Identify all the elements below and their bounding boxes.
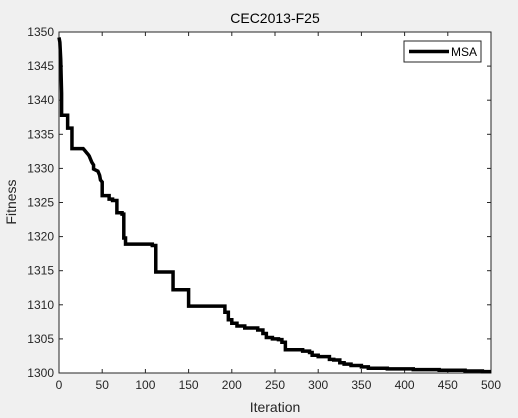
series-line-msa	[57, 37, 491, 374]
legend: MSA	[403, 40, 482, 63]
x-tick-label: 100	[135, 378, 155, 392]
x-tick-label: 400	[395, 378, 415, 392]
y-tick-label: 1320	[27, 230, 54, 244]
y-axis-title: Fitness	[3, 179, 19, 224]
x-tick-label: 50	[96, 378, 110, 392]
legend-label-msa: MSA	[451, 45, 477, 59]
x-tick-label: 350	[351, 378, 371, 392]
x-tick-label: 300	[308, 378, 328, 392]
y-tick-label: 1335	[27, 127, 54, 141]
ticks-layer: 0 50 100 150 200 250 300 350 400 450 500 1300 1305 13…	[27, 25, 501, 392]
y-tick-label: 1300	[27, 366, 54, 380]
x-tick-label: 450	[438, 378, 458, 392]
plot-area	[58, 31, 492, 374]
y-tick-label: 1310	[27, 298, 54, 312]
x-tick-label: 150	[179, 378, 199, 392]
y-tick-label: 1340	[27, 93, 54, 107]
y-tick-label: 1315	[27, 264, 54, 278]
x-axis-title: Iteration	[250, 399, 301, 415]
y-tick-label: 1350	[27, 25, 54, 39]
x-tick-label: 250	[265, 378, 285, 392]
x-tick-label: 500	[481, 378, 501, 392]
y-tick-label: 1330	[27, 161, 54, 175]
x-tick-label: 200	[222, 378, 242, 392]
y-tick-label: 1325	[27, 196, 54, 210]
chart-title: CEC2013-F25	[230, 10, 320, 26]
x-tick-label: 0	[56, 378, 63, 392]
y-tick-label: 1305	[27, 332, 54, 346]
y-tick-label: 1345	[27, 59, 54, 73]
